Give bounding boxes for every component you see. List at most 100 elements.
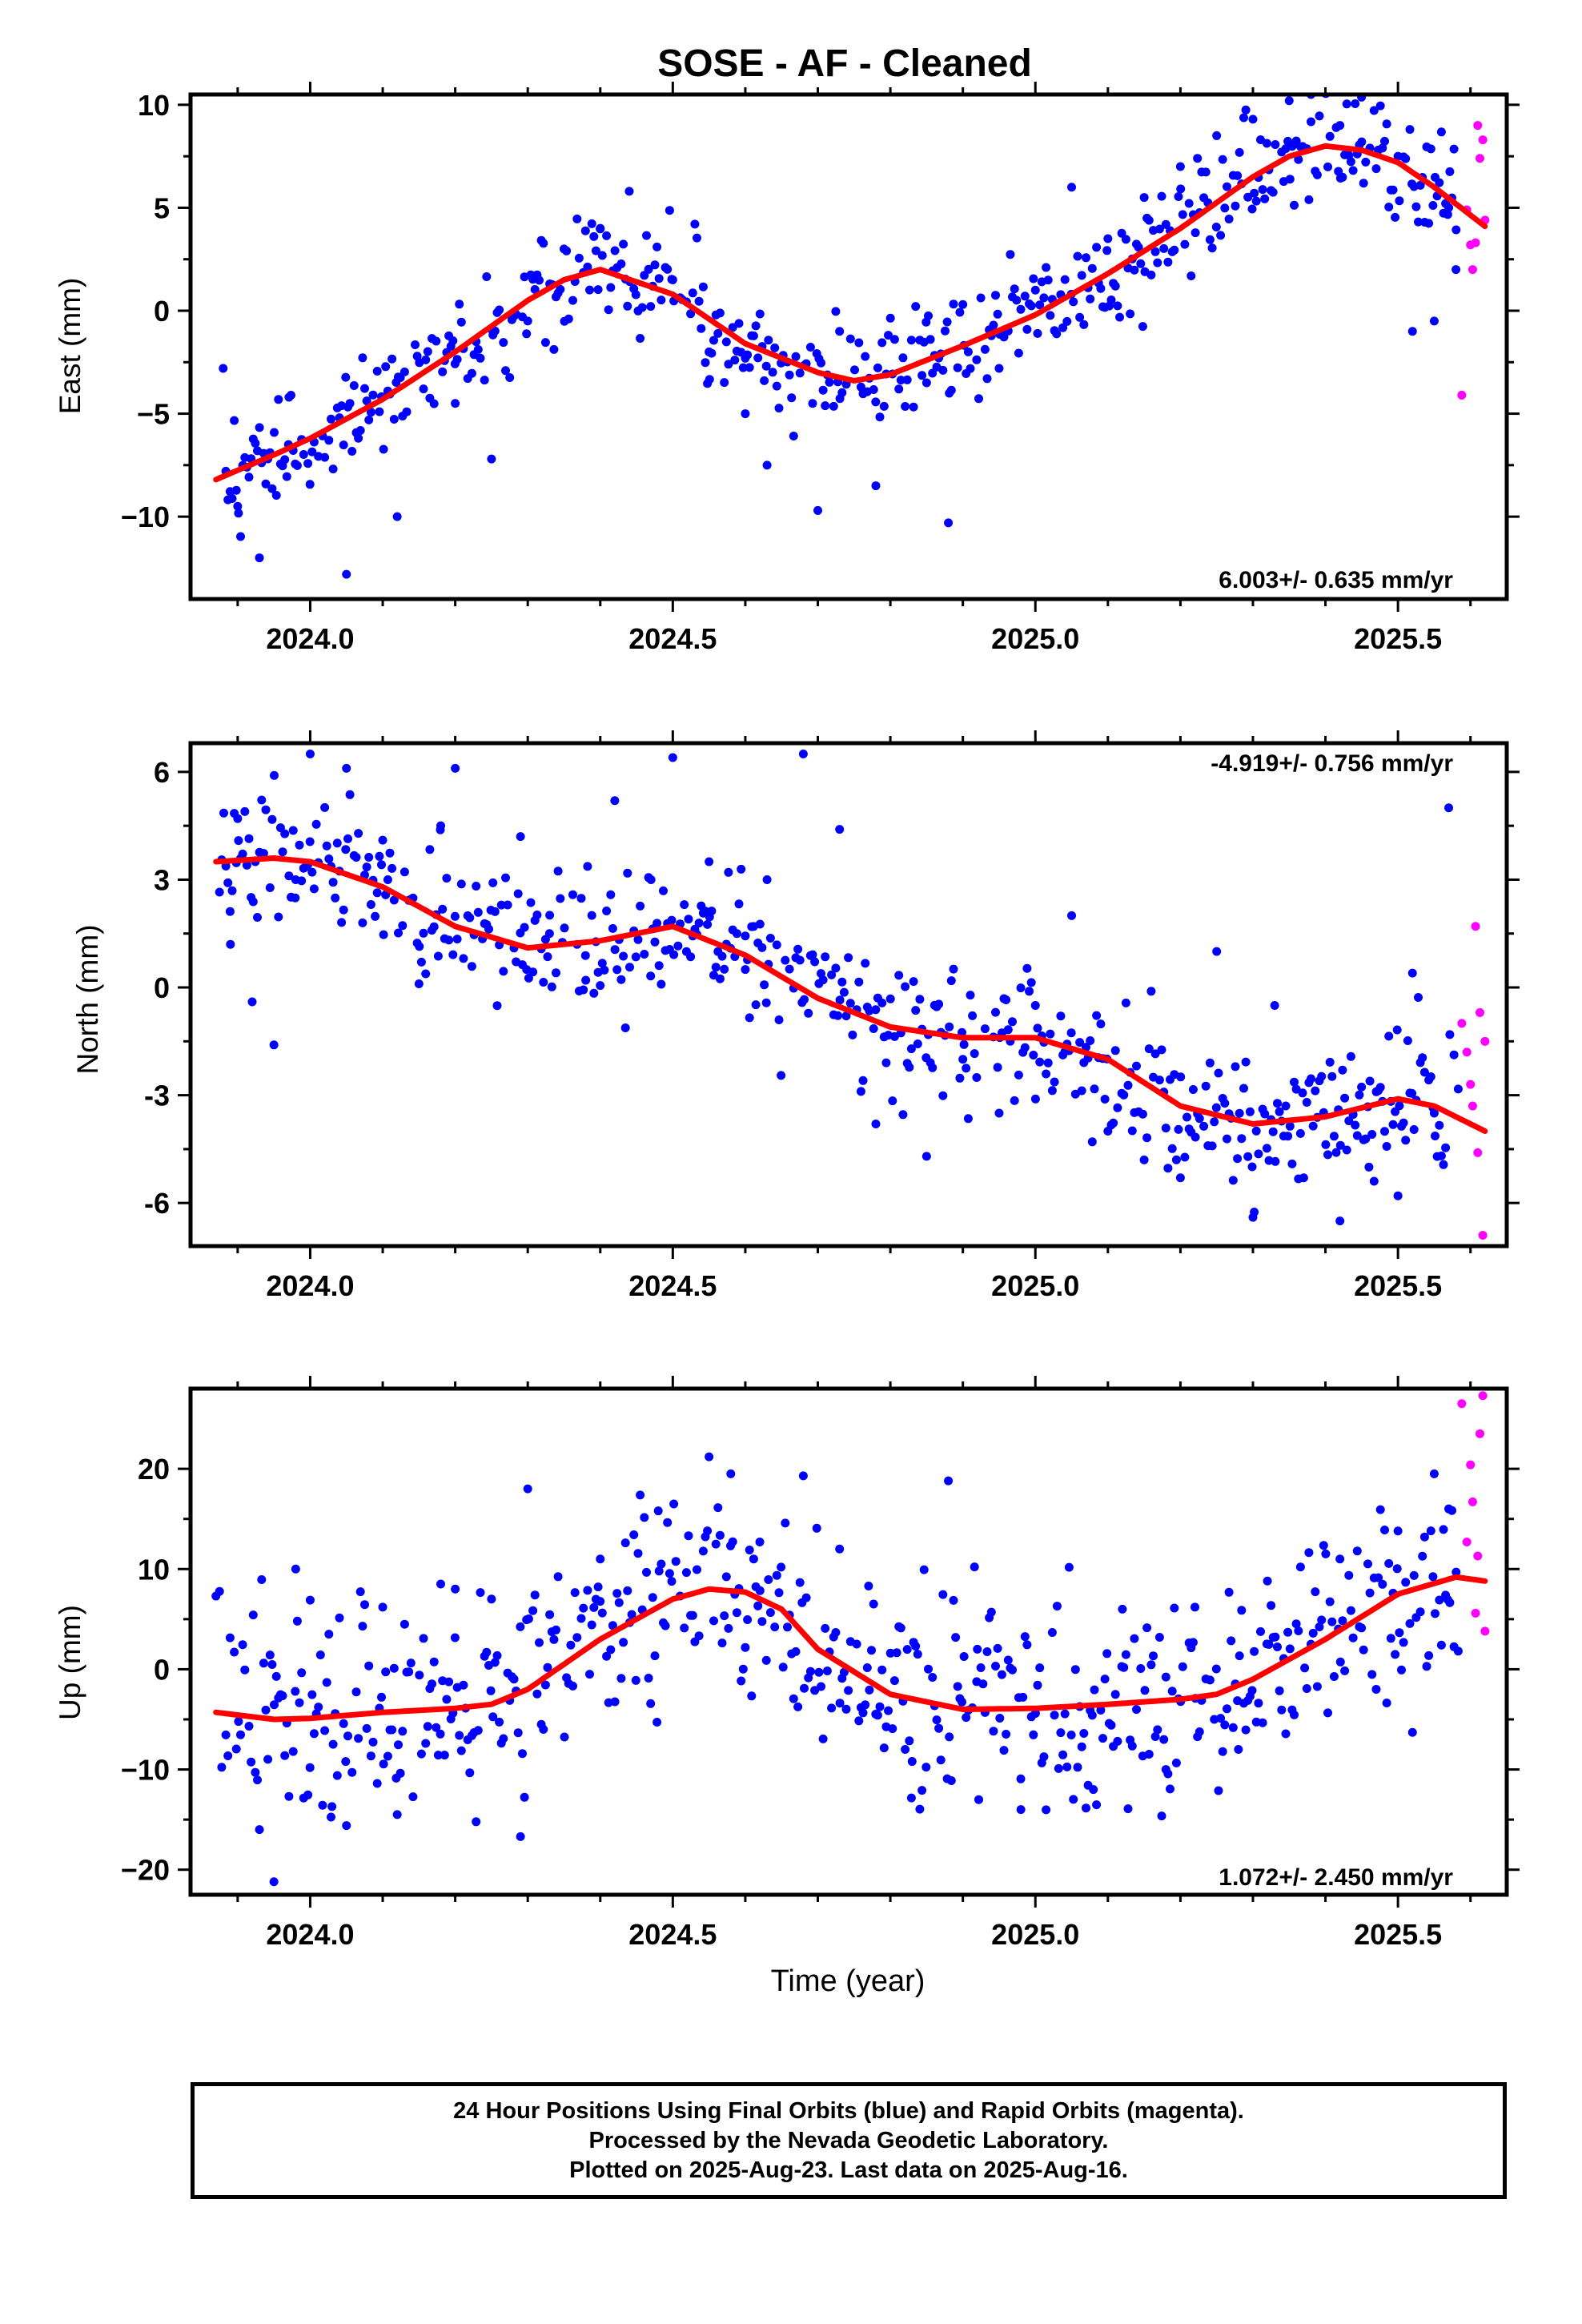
up-final-point — [253, 1775, 262, 1785]
up-final-point — [1089, 1785, 1098, 1795]
north-final-point — [1329, 1132, 1339, 1141]
up-final-point — [1033, 1680, 1042, 1690]
north-final-point — [579, 985, 588, 995]
up-final-point — [406, 1659, 416, 1668]
up-axes: 2024.0 2024.5 2025.0 2025.5 20 10 0 −10 −20 — [121, 1376, 1520, 1951]
up-final-point — [320, 1726, 330, 1735]
north-final-point — [1043, 1058, 1053, 1068]
north-final-point — [913, 1039, 922, 1048]
up-final-point — [354, 1734, 363, 1743]
east-final-point — [1271, 140, 1280, 149]
north-final-point — [1020, 1043, 1030, 1052]
up-final-point — [1405, 1618, 1415, 1628]
north-final-point — [837, 977, 847, 987]
east-final-point — [1405, 125, 1415, 135]
east-final-point — [753, 353, 763, 363]
east-final-point — [1012, 296, 1022, 305]
up-final-point — [456, 1746, 466, 1755]
up-final-point — [877, 1665, 887, 1675]
up-final-point — [1022, 1640, 1032, 1650]
north-frame — [188, 741, 1509, 1248]
up-final-point — [854, 1716, 864, 1726]
north-final-point — [581, 975, 591, 985]
east-final-point — [764, 336, 773, 345]
east-final-point — [1268, 187, 1278, 197]
north-final-point — [1077, 1086, 1086, 1096]
north-final-point — [438, 904, 448, 914]
north-x-tick-label: 2024.0 — [266, 1269, 354, 1302]
north-rapid-point — [1478, 1231, 1488, 1240]
up-final-point — [1113, 1736, 1122, 1746]
north-final-point — [1393, 1191, 1403, 1200]
north-rapid-point — [1471, 922, 1480, 931]
east-final-point — [1138, 322, 1147, 332]
east-final-point — [770, 343, 780, 352]
up-final-point — [665, 1569, 674, 1578]
up-final-point — [1016, 1805, 1026, 1815]
north-final-point — [332, 838, 342, 848]
up-rapid-point — [1462, 1537, 1472, 1546]
north-final-point — [1401, 1136, 1411, 1145]
north-final-point — [762, 875, 772, 884]
east-final-point — [419, 384, 428, 394]
up-final-point — [875, 1702, 885, 1711]
east-final-point — [938, 365, 948, 375]
north-final-point — [1426, 1072, 1435, 1081]
north-final-point — [1260, 1109, 1270, 1119]
up-final-point — [1285, 1644, 1295, 1654]
up-final-point — [553, 1572, 563, 1582]
north-final-point — [488, 878, 498, 887]
east-final-point — [1113, 301, 1122, 311]
up-final-point — [1444, 1504, 1454, 1514]
north-final-point — [444, 935, 454, 945]
east-final-point — [619, 239, 628, 249]
east-final-point — [244, 472, 254, 482]
north-final-point — [484, 924, 493, 934]
up-final-point — [292, 1616, 302, 1626]
up-final-point — [1338, 1616, 1347, 1626]
north-final-point — [808, 950, 817, 959]
north-final-point — [741, 931, 750, 941]
north-final-point — [372, 888, 382, 898]
north-final-point — [499, 967, 508, 976]
east-final-point — [1304, 195, 1314, 204]
east-final-point — [884, 331, 893, 340]
north-final-point — [416, 957, 426, 967]
east-final-point — [762, 460, 772, 470]
north-final-point — [215, 887, 224, 897]
north-final-point — [324, 854, 334, 863]
north-final-point — [623, 868, 632, 878]
up-final-point — [800, 1683, 809, 1693]
up-final-point — [892, 1648, 901, 1658]
up-final-point — [572, 1633, 582, 1642]
north-final-point — [1268, 1127, 1278, 1136]
east-final-point — [292, 460, 302, 470]
up-final-point — [938, 1590, 948, 1599]
north-final-point — [1241, 1057, 1251, 1067]
east-final-point — [324, 436, 334, 445]
up-final-point — [1435, 1595, 1444, 1605]
up-final-point — [1291, 1619, 1301, 1629]
north-final-point — [804, 1008, 813, 1018]
up-final-point — [698, 1546, 708, 1556]
east-final-point — [421, 355, 431, 364]
east-final-point — [1382, 119, 1391, 129]
east-final-point — [1062, 316, 1072, 326]
up-final-point — [976, 1663, 986, 1672]
east-final-point — [1211, 223, 1221, 231]
up-rapid-point — [1468, 1497, 1477, 1506]
up-final-point — [680, 1623, 689, 1633]
east-final-point — [854, 338, 864, 348]
up-final-point — [612, 1589, 622, 1598]
up-final-point — [867, 1646, 876, 1655]
up-final-point — [821, 1623, 830, 1633]
east-final-point — [255, 553, 264, 563]
up-final-point — [543, 1663, 552, 1672]
north-y-tick-label: 6 — [154, 756, 170, 789]
east-final-point — [808, 399, 817, 408]
east-final-point — [871, 481, 881, 491]
north-final-point — [269, 1040, 279, 1050]
north-final-point — [526, 898, 536, 907]
north-final-point — [1436, 1151, 1446, 1160]
up-final-point — [1295, 1562, 1305, 1572]
